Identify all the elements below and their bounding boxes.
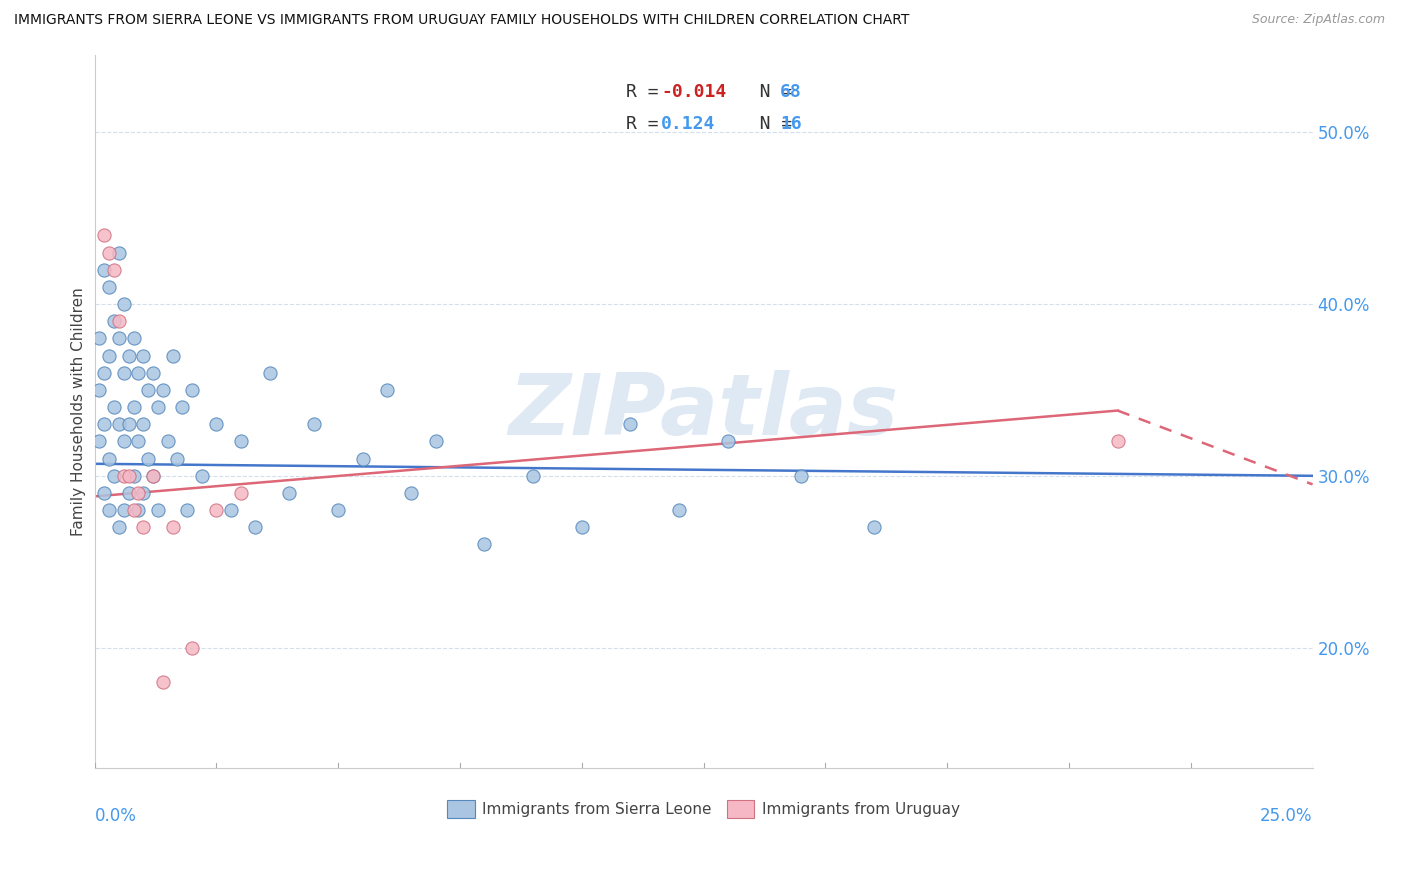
Point xyxy=(127,434,149,449)
Text: ZIPatlas: ZIPatlas xyxy=(509,370,898,453)
Point xyxy=(112,297,135,311)
Point xyxy=(790,468,813,483)
Text: N =: N = xyxy=(727,114,803,133)
Point xyxy=(118,417,141,432)
Point xyxy=(375,383,398,397)
Text: N =: N = xyxy=(727,83,803,101)
Point xyxy=(668,503,690,517)
Point xyxy=(89,331,111,345)
Point xyxy=(103,314,125,328)
Point xyxy=(146,400,169,414)
Point xyxy=(162,349,184,363)
Point xyxy=(122,468,145,483)
Point xyxy=(136,383,159,397)
Point xyxy=(142,468,165,483)
Point xyxy=(93,486,115,500)
Text: 0.124: 0.124 xyxy=(661,114,716,133)
Point xyxy=(112,366,135,380)
Point xyxy=(190,468,212,483)
Point xyxy=(127,486,149,500)
Point xyxy=(98,451,121,466)
Point xyxy=(181,383,204,397)
Point xyxy=(93,262,115,277)
Point xyxy=(352,451,374,466)
Point xyxy=(162,520,184,534)
Point xyxy=(118,349,141,363)
Point xyxy=(142,468,165,483)
Point xyxy=(328,503,350,517)
Point xyxy=(152,383,174,397)
Text: -0.014: -0.014 xyxy=(661,83,725,101)
Point xyxy=(93,417,115,432)
Text: R =: R = xyxy=(626,114,681,133)
Point xyxy=(112,468,135,483)
Point xyxy=(98,245,121,260)
Point xyxy=(205,503,228,517)
Point xyxy=(156,434,179,449)
Point xyxy=(219,503,242,517)
Point xyxy=(93,228,115,243)
Point xyxy=(229,486,252,500)
Point xyxy=(108,520,131,534)
Point xyxy=(127,503,149,517)
Point xyxy=(132,417,155,432)
Point xyxy=(142,366,165,380)
Point xyxy=(103,400,125,414)
Point xyxy=(112,434,135,449)
Point xyxy=(863,520,886,534)
Point xyxy=(399,486,422,500)
Text: Source: ZipAtlas.com: Source: ZipAtlas.com xyxy=(1251,13,1385,27)
Point xyxy=(132,349,155,363)
Point xyxy=(425,434,447,449)
Text: R =: R = xyxy=(626,83,669,101)
Point xyxy=(108,314,131,328)
Point xyxy=(98,280,121,294)
Text: 68: 68 xyxy=(780,83,801,101)
Point xyxy=(152,674,174,689)
Point xyxy=(89,383,111,397)
Text: IMMIGRANTS FROM SIERRA LEONE VS IMMIGRANTS FROM URUGUAY FAMILY HOUSEHOLDS WITH C: IMMIGRANTS FROM SIERRA LEONE VS IMMIGRAN… xyxy=(14,13,910,28)
Text: 16: 16 xyxy=(780,114,801,133)
Point xyxy=(103,468,125,483)
Point xyxy=(146,503,169,517)
Point xyxy=(259,366,281,380)
Point xyxy=(108,417,131,432)
Y-axis label: Family Households with Children: Family Households with Children xyxy=(72,287,86,536)
Point xyxy=(127,366,149,380)
Point xyxy=(619,417,641,432)
Point xyxy=(118,486,141,500)
Point xyxy=(103,262,125,277)
Point xyxy=(278,486,301,500)
Point xyxy=(302,417,325,432)
Point xyxy=(472,537,495,551)
Point xyxy=(571,520,593,534)
Point xyxy=(132,520,155,534)
Point xyxy=(93,366,115,380)
Point xyxy=(122,503,145,517)
Point xyxy=(108,245,131,260)
Legend: Immigrants from Sierra Leone, Immigrants from Uruguay: Immigrants from Sierra Leone, Immigrants… xyxy=(441,795,966,824)
Point xyxy=(1107,434,1129,449)
Text: 25.0%: 25.0% xyxy=(1260,807,1313,825)
Point xyxy=(181,640,204,655)
Point xyxy=(717,434,740,449)
Point xyxy=(172,400,194,414)
Point xyxy=(98,503,121,517)
Point xyxy=(122,400,145,414)
Point xyxy=(205,417,228,432)
Point xyxy=(89,434,111,449)
Point xyxy=(98,349,121,363)
Point xyxy=(166,451,188,466)
Point xyxy=(132,486,155,500)
Point xyxy=(522,468,544,483)
Point xyxy=(118,468,141,483)
Point xyxy=(245,520,267,534)
Point xyxy=(136,451,159,466)
Point xyxy=(108,331,131,345)
Point xyxy=(176,503,198,517)
Text: 0.0%: 0.0% xyxy=(94,807,136,825)
Point xyxy=(229,434,252,449)
Point xyxy=(112,503,135,517)
Point xyxy=(122,331,145,345)
